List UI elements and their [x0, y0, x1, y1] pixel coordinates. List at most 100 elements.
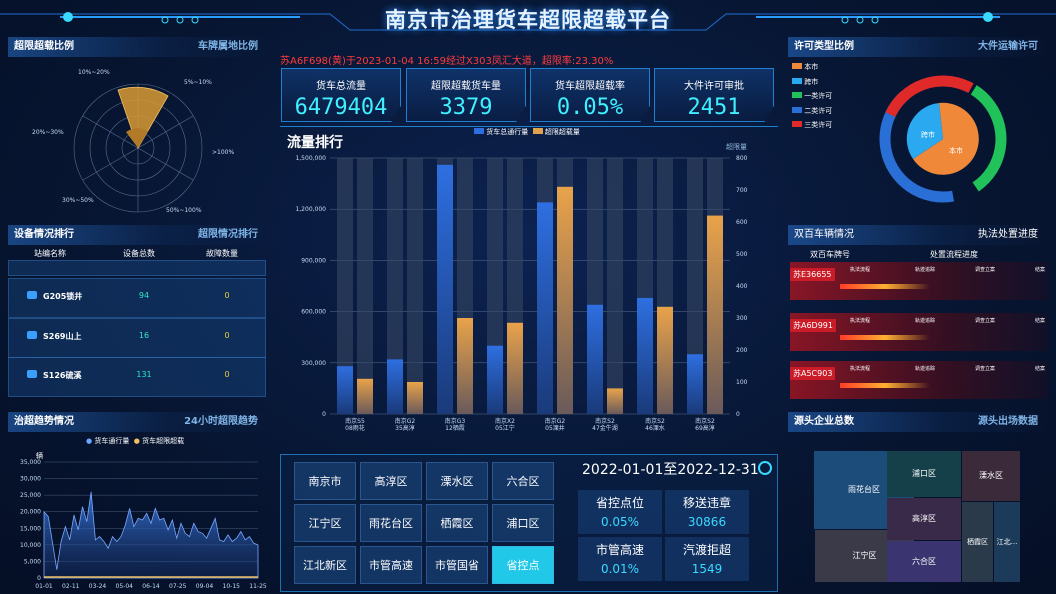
bar-total-flow[interactable]	[687, 354, 703, 414]
permit-panel-title: 许可类型比例	[794, 41, 854, 52]
hundred-panel-header: 双百车辆情况 执法处置进度	[788, 225, 1048, 245]
bar-overload[interactable]	[507, 322, 523, 414]
stat-card: 省控点位 0.05%	[578, 490, 662, 534]
district-button[interactable]: 溧水区	[426, 462, 488, 500]
district-button[interactable]: 南京市	[294, 462, 356, 500]
progress-glow	[840, 335, 930, 340]
kpi-card: 货车总流量 6479404	[281, 68, 401, 122]
x-tick: 南京G3	[445, 417, 466, 425]
device-panel-header: 设备情况排行 超限情况排行	[8, 225, 268, 245]
district-button[interactable]: 雨花台区	[360, 504, 422, 542]
ratio-polar-chart: 10%~20% 5%~10% 20%~30% >100% 30%~50% 50%…	[32, 69, 234, 214]
district-button[interactable]: 江北新区	[294, 546, 356, 584]
district-button[interactable]: 六合区	[492, 462, 554, 500]
trend-legend: ● 货车通行量 ● 货车超限超载	[86, 437, 185, 445]
device-row-name: S126硫溪	[43, 371, 82, 380]
treemap-cell[interactable]: 六合区	[887, 541, 961, 582]
ratio-panel-subtitle[interactable]: 车牌属地比例	[198, 41, 258, 52]
hundred-row[interactable]: 苏E36655 执法流程 轨迹追踪 调查立案 结案	[790, 262, 1048, 300]
ratio-label-6: 50%~100%	[166, 207, 202, 214]
device-col-name: 站编名称	[34, 249, 66, 258]
y-tick-left: 0	[322, 411, 326, 418]
progress-step: 轨迹追踪	[915, 366, 936, 372]
x-tick-line2: 35高淳	[395, 424, 415, 432]
bar-total-flow[interactable]	[387, 359, 403, 414]
plate-number: 苏A5C903	[790, 367, 836, 380]
bar-overload[interactable]	[357, 378, 373, 414]
treemap-cell[interactable]: 江北...	[994, 502, 1020, 582]
trend-panel-title: 治超趋势情况	[14, 416, 74, 427]
bar-bg	[357, 158, 373, 414]
device-row-faults: 0	[224, 331, 230, 340]
y-tick-right: 600	[736, 219, 748, 226]
trend-x-tick: 01-01	[35, 583, 53, 590]
trend-area	[43, 491, 259, 579]
trend-y-tick: 25,000	[20, 492, 41, 499]
device-row[interactable]: G205锁井 94 0	[8, 278, 266, 318]
bar-overload[interactable]	[657, 306, 673, 414]
donut-label-local: 本市	[949, 146, 963, 155]
bar-total-flow[interactable]	[537, 202, 553, 414]
bar-total-flow[interactable]	[337, 366, 353, 414]
x-tick: 南京S2	[645, 417, 665, 425]
bar-total-flow[interactable]	[437, 164, 453, 414]
treemap-cell[interactable]: 浦口区	[887, 451, 961, 497]
stat-value: 1549	[691, 562, 723, 576]
bar-overload[interactable]	[407, 382, 423, 414]
hundred-panel-subtitle[interactable]: 执法处置进度	[978, 229, 1038, 240]
trend-x-tick: 07-25	[169, 583, 187, 590]
flow-legend-1: 货车总通行量	[486, 128, 529, 136]
trend-y-tick: 15,000	[20, 525, 41, 532]
stat-card: 移送违章 30866	[665, 490, 749, 534]
district-button[interactable]: 栖霞区	[426, 504, 488, 542]
device-panel-title: 设备情况排行	[14, 229, 74, 240]
kpi-value: 0.05%	[556, 95, 624, 120]
trend-y-tick: 5,000	[24, 558, 41, 565]
trend-x-tick: 11-25	[249, 583, 267, 590]
district-button[interactable]: 高淳区	[360, 462, 422, 500]
trend-x-tick: 02-11	[62, 583, 80, 590]
device-panel-subtitle[interactable]: 超限情况排行	[198, 229, 258, 240]
kpi-label: 货车超限超载率	[555, 81, 625, 92]
truck-icon	[27, 331, 37, 339]
district-button[interactable]: 浦口区	[492, 504, 554, 542]
stat-label: 省控点位	[595, 496, 644, 510]
district-button[interactable]: 市管国省	[426, 546, 488, 584]
device-row[interactable]: S269山上 16 0	[8, 318, 266, 358]
device-row[interactable]: S126硫溪 131 0	[8, 357, 266, 397]
ratio-panel-title: 超限超载比例	[14, 41, 74, 52]
truck-icon	[27, 291, 37, 299]
source-panel-subtitle[interactable]: 源头出场数据	[978, 416, 1038, 427]
refresh-icon[interactable]	[758, 461, 772, 475]
progress-step: 调查立案	[975, 366, 996, 372]
district-button[interactable]: 市管高速	[360, 546, 422, 584]
treemap-cell[interactable]: 栖霞区	[962, 502, 993, 582]
stat-value: 0.05%	[600, 515, 640, 529]
x-tick-line2: 12栖霞	[445, 424, 465, 432]
bar-overload[interactable]	[557, 186, 573, 414]
bar-total-flow[interactable]	[487, 345, 503, 414]
permit-donut-chart: 跨市 本市	[879, 75, 1007, 203]
district-button[interactable]: 省控点	[492, 546, 554, 584]
permit-legend-item[interactable]: 跨市	[792, 75, 832, 90]
hundred-row[interactable]: 苏A6D991 执法流程 轨迹追踪 调查立案 结案	[790, 313, 1048, 351]
permit-legend-item[interactable]: 本市	[792, 60, 832, 75]
bar-overload[interactable]	[707, 215, 723, 414]
bar-overload[interactable]	[457, 318, 473, 414]
permit-legend-item[interactable]: 一类许可	[792, 89, 832, 104]
hundred-row[interactable]: 苏A5C903 执法流程 轨迹追踪 调查立案 结案	[790, 361, 1048, 399]
permit-panel-subtitle[interactable]: 大件运输许可	[978, 41, 1038, 52]
bar-total-flow[interactable]	[587, 304, 603, 414]
treemap-cell[interactable]: 高淳区	[887, 498, 961, 540]
y-tick-left: 900,000	[301, 257, 326, 264]
bar-total-flow[interactable]	[637, 297, 653, 414]
bar-overload[interactable]	[607, 388, 623, 414]
treemap-cell[interactable]: 溧水区	[962, 451, 1020, 501]
permit-legend-item[interactable]: 二类许可	[792, 104, 832, 119]
permit-legend-item[interactable]: 三类许可	[792, 118, 832, 133]
source-panel-header: 源头企业总数 源头出场数据	[788, 412, 1048, 432]
trend-x-tick: 06-14	[142, 583, 160, 590]
trend-panel-subtitle[interactable]: 24小时超限趋势	[184, 416, 258, 427]
district-button[interactable]: 江宁区	[294, 504, 356, 542]
device-row-name: G205锁井	[43, 292, 83, 301]
